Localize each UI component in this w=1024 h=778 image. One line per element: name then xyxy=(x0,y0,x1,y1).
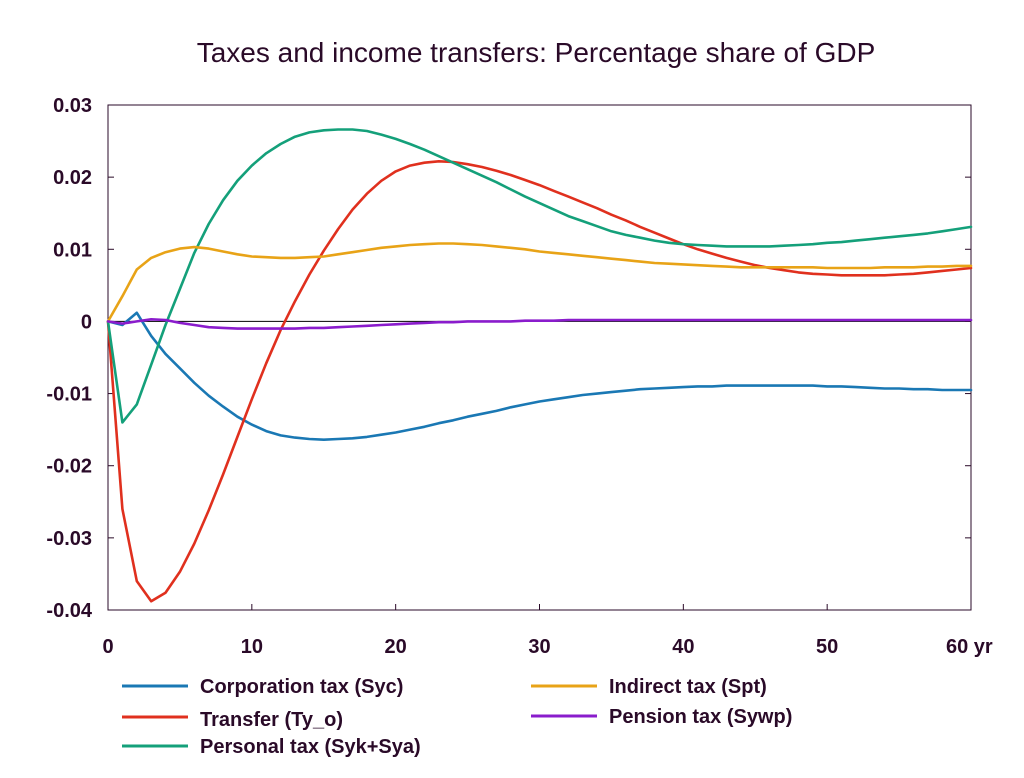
legend-label: Indirect tax (Spt) xyxy=(609,676,767,698)
series-lines xyxy=(106,128,973,603)
y-tick-label: 0.01 xyxy=(53,239,92,261)
x-tick-label: 40 xyxy=(672,636,694,658)
y-tick-label: 0.02 xyxy=(53,167,92,189)
y-tick-label: -0.02 xyxy=(46,456,92,478)
legend-item: Transfer (Ty_o) xyxy=(122,709,343,731)
series-line-personal xyxy=(106,128,973,424)
y-tick-label: -0.03 xyxy=(46,528,92,550)
x-tick-label: 30 xyxy=(528,636,550,658)
legend-item: Corporation tax (Syc) xyxy=(122,676,403,698)
chart-title: Taxes and income transfers: Percentage s… xyxy=(197,37,876,68)
x-tick-label: 10 xyxy=(241,636,263,658)
y-tick-label: -0.04 xyxy=(46,600,92,622)
y-tick-label: -0.01 xyxy=(46,384,92,406)
x-tick-label: 20 xyxy=(385,636,407,658)
legend-item: Pension tax (Sywp) xyxy=(531,706,792,728)
y-tick-label: 0 xyxy=(81,311,92,333)
x-tick-label: 50 xyxy=(816,636,838,658)
axes: 0.03 0.02 0.01 0 -0.01 -0.02 -0.03 -0.04 0 10 20 30… xyxy=(46,95,993,658)
legend-item: Indirect tax (Spt) xyxy=(531,676,767,698)
x-tick-label: 0 xyxy=(102,636,113,658)
legend-label: Personal tax (Syk+Sya) xyxy=(200,736,421,758)
legend-label: Transfer (Ty_o) xyxy=(200,709,343,731)
legend-label: Corporation tax (Syc) xyxy=(200,676,403,698)
legend-label: Pension tax (Sywp) xyxy=(609,706,792,728)
series-line-transfer xyxy=(106,160,973,603)
series-line-indirect xyxy=(106,242,973,323)
series-line-corporation xyxy=(106,311,973,441)
legend: Corporation tax (Syc) Transfer (Ty_o) Pers… xyxy=(122,676,792,758)
x-tick-label: 60 yr xyxy=(946,636,993,658)
series-line-pension xyxy=(106,318,973,330)
y-tick-label: 0.03 xyxy=(53,95,92,117)
legend-item: Personal tax (Syk+Sya) xyxy=(122,736,421,758)
